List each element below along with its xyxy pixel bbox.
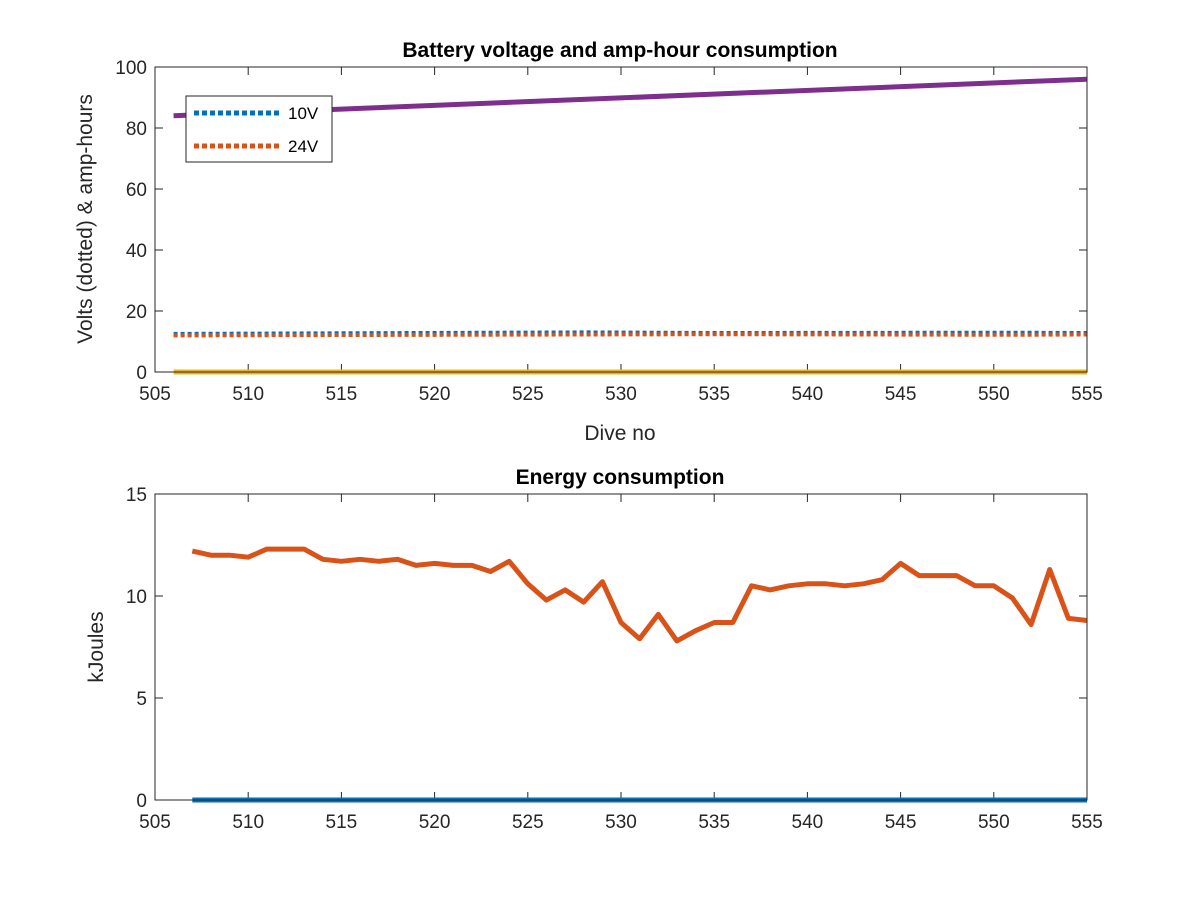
x-tick-label: 550 — [978, 812, 1010, 833]
y-tick-label: 5 — [136, 689, 147, 710]
energy-consumption-chart: Energy consumption 505 510 515 520 525 530 535… — [85, 466, 1103, 833]
voltage-amp-hour-chart: Battery voltage and amp-hour consumption… — [74, 39, 1103, 445]
x-tick-label: 515 — [326, 384, 358, 405]
x-tick-label: 555 — [1071, 384, 1103, 405]
legend-label-24v: 24V — [288, 137, 319, 156]
plot-frame — [154, 493, 1088, 801]
y-tick-label: 0 — [136, 791, 147, 812]
y-tick-label: 0 — [136, 363, 147, 384]
x-tick-label: 545 — [885, 384, 917, 405]
x-tick-label: 535 — [698, 384, 730, 405]
chart-title: Energy consumption — [516, 466, 725, 489]
x-tick-label: 520 — [419, 384, 451, 405]
x-tick-label: 530 — [605, 384, 637, 405]
legend-box — [185, 95, 333, 163]
x-tick-label: 535 — [698, 812, 730, 833]
x-axis-label: Dive no — [584, 422, 655, 445]
y-tick-labels: 0 20 40 60 80 100 — [115, 58, 1087, 384]
y-tick-label: 80 — [126, 119, 147, 140]
x-tick-label: 550 — [978, 384, 1010, 405]
plot-frame — [154, 66, 1088, 373]
series-24v — [173, 332, 1088, 338]
x-tick-label: 530 — [605, 812, 637, 833]
y-axis-label: kJoules — [85, 611, 108, 682]
x-tick-label: 515 — [326, 812, 358, 833]
x-tick-label: 505 — [139, 812, 171, 833]
y-tick-labels: 0 5 10 15 — [126, 485, 1087, 812]
legend: 10V 24V — [185, 95, 333, 163]
series-lines — [191, 546, 1088, 803]
x-tick-label: 525 — [512, 384, 544, 405]
x-tick-label: 520 — [419, 812, 451, 833]
x-tick-label: 510 — [232, 384, 264, 405]
x-tick-label: 540 — [792, 812, 824, 833]
series-line-2 — [191, 546, 1088, 644]
y-tick-label: 15 — [126, 485, 147, 506]
x-tick-label: 510 — [232, 812, 264, 833]
y-tick-label: 100 — [115, 58, 147, 79]
x-tick-label: 545 — [885, 812, 917, 833]
x-tick-label: 525 — [512, 812, 544, 833]
x-tick-label: 505 — [139, 384, 171, 405]
y-axis-label: Volts (dotted) & amp-hours — [74, 94, 97, 344]
legend-label-10v: 10V — [288, 104, 319, 123]
x-tick-label: 555 — [1071, 812, 1103, 833]
y-tick-label: 20 — [126, 302, 147, 323]
y-tick-label: 40 — [126, 241, 147, 262]
y-tick-label: 60 — [126, 180, 147, 201]
chart-title: Battery voltage and amp-hour consumption — [402, 39, 837, 62]
x-tick-label: 540 — [792, 384, 824, 405]
y-tick-label: 10 — [126, 587, 147, 608]
x-tick-labels: 505 510 515 520 525 530 535 540 545 550 555 — [139, 67, 1103, 405]
x-tick-labels: 505 510 515 520 525 530 535 540 545 550 555 — [139, 494, 1103, 833]
